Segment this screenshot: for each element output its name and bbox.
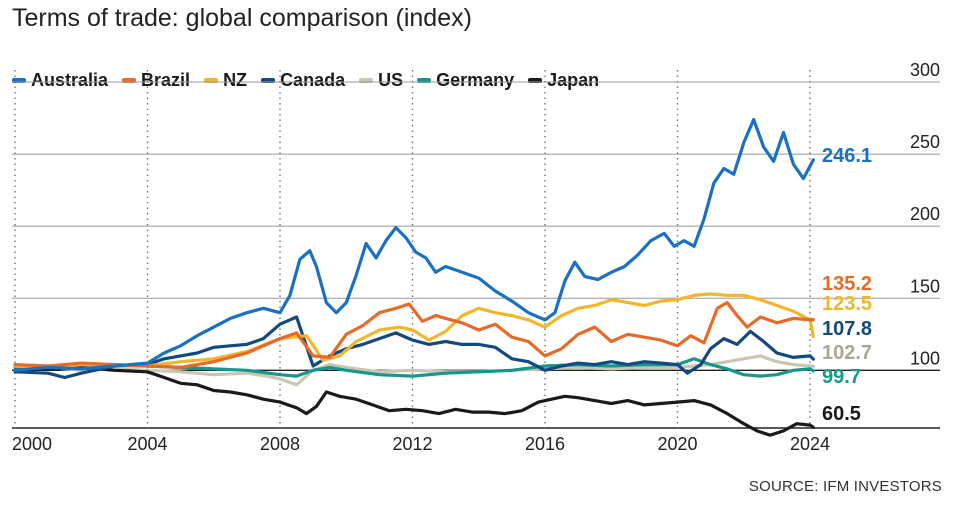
legend-label-canada: Canada xyxy=(280,70,346,90)
end-label-australia: 246.1 xyxy=(822,145,872,167)
legend-item-nz: NZ xyxy=(204,70,247,91)
y-tick-label: 300 xyxy=(910,60,940,80)
x-tick-label: 2024 xyxy=(790,434,830,454)
legend-item-japan: Japan xyxy=(528,70,599,91)
x-tick-label: 2000 xyxy=(12,434,52,454)
end-label-japan: 60.5 xyxy=(822,403,861,425)
legend-label-japan: Japan xyxy=(547,70,600,90)
legend-label-us: US xyxy=(378,70,404,90)
series-line-japan xyxy=(13,365,815,437)
legend: Australia Brazil NZ Canada US Germany Ja… xyxy=(12,70,599,91)
legend-swatch-germany xyxy=(417,78,432,83)
end-label-brazil: 135.2 xyxy=(822,273,872,295)
legend-swatch-brazil xyxy=(122,78,137,83)
legend-item-australia: Australia xyxy=(12,70,108,91)
x-tick-label: 2008 xyxy=(260,434,300,454)
legend-item-canada: Canada xyxy=(261,70,345,91)
series-line-nz xyxy=(13,292,815,369)
legend-label-brazil: Brazil xyxy=(141,70,191,90)
x-tick-label: 2012 xyxy=(392,434,432,454)
legend-swatch-australia xyxy=(12,78,26,83)
legend-swatch-japan xyxy=(528,78,543,83)
y-tick-label: 150 xyxy=(910,276,940,296)
legend-label-nz: NZ xyxy=(223,70,248,90)
series-line-brazil xyxy=(13,301,815,369)
legend-swatch-nz xyxy=(204,78,219,83)
legend-item-brazil: Brazil xyxy=(122,70,190,91)
series-line-australia xyxy=(13,117,815,372)
legend-label-germany: Germany xyxy=(436,70,515,90)
legend-swatch-canada xyxy=(261,78,276,83)
end-label-us: 102.7 xyxy=(822,342,872,364)
end-label-canada: 107.8 xyxy=(822,318,872,340)
chart-title: Terms of trade: global comparison (index… xyxy=(12,4,472,32)
y-tick-label: 200 xyxy=(910,204,940,224)
y-tick-label: 100 xyxy=(910,348,940,368)
legend-label-australia: Australia xyxy=(31,70,109,90)
series-line-canada xyxy=(13,315,815,380)
x-tick-label: 2004 xyxy=(127,434,167,454)
end-label-germany: 99.7 xyxy=(822,366,861,388)
end-label-nz: 123.5 xyxy=(822,293,872,315)
legend-item-germany: Germany xyxy=(417,70,514,91)
source-note: SOURCE: IFM INVESTORS xyxy=(748,478,942,495)
legend-swatch-us xyxy=(359,78,374,83)
legend-item-us: US xyxy=(359,70,403,91)
y-tick-label: 250 xyxy=(910,132,940,152)
x-tick-label: 2020 xyxy=(657,434,697,454)
x-tick-label: 2016 xyxy=(525,434,565,454)
